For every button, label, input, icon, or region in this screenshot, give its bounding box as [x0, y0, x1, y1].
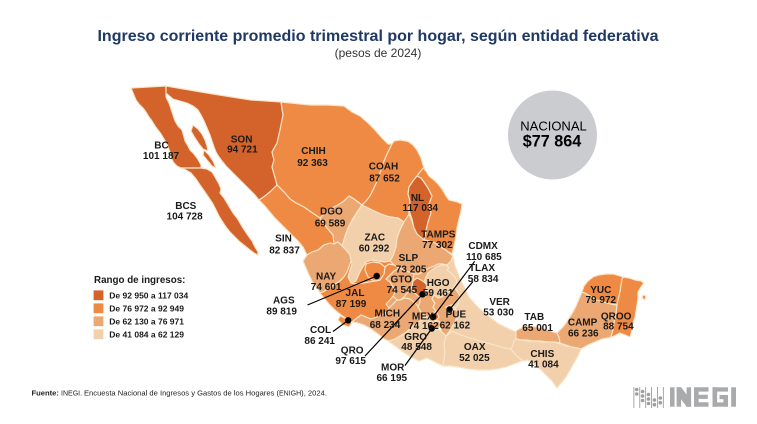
svg-text:QROO: QROO: [601, 312, 632, 323]
svg-text:$77 864: $77 864: [523, 133, 582, 151]
svg-text:74 545: 74 545: [387, 285, 418, 296]
svg-text:AGS: AGS: [273, 296, 295, 307]
svg-text:TAMPS: TAMPS: [421, 230, 456, 241]
svg-text:NAY: NAY: [316, 272, 337, 283]
svg-text:52 025: 52 025: [459, 353, 490, 364]
svg-text:QRO: QRO: [341, 346, 364, 357]
svg-text:101 187: 101 187: [143, 151, 180, 162]
svg-text:94 721: 94 721: [227, 145, 258, 156]
svg-text:OAX: OAX: [464, 342, 486, 353]
svg-text:73 205: 73 205: [396, 264, 427, 275]
svg-text:104 728: 104 728: [167, 211, 204, 222]
svg-text:59 461: 59 461: [423, 288, 454, 299]
svg-text:117 034: 117 034: [402, 203, 438, 214]
svg-text:74 601: 74 601: [311, 282, 342, 293]
svg-text:66 195: 66 195: [377, 373, 408, 384]
svg-text:74 162: 74 162: [408, 321, 439, 332]
svg-text:97 615: 97 615: [335, 356, 366, 367]
svg-text:Ingreso corriente promedio tri: Ingreso corriente promedio trimestral po…: [97, 28, 658, 45]
svg-text:TLAX: TLAX: [469, 263, 495, 274]
svg-text:88 754: 88 754: [603, 322, 634, 333]
svg-text:GTO: GTO: [391, 275, 413, 286]
svg-text:COL: COL: [310, 325, 331, 336]
svg-text:CHIS: CHIS: [530, 349, 554, 360]
svg-text:SIN: SIN: [275, 234, 292, 245]
svg-text:69 589: 69 589: [315, 218, 346, 229]
svg-text:JAL: JAL: [346, 288, 365, 299]
svg-text:GRO: GRO: [404, 332, 427, 343]
svg-text:NACIONAL: NACIONAL: [520, 119, 586, 134]
svg-text:60 292: 60 292: [359, 244, 390, 255]
svg-text:82 837: 82 837: [269, 246, 300, 257]
svg-text:86 241: 86 241: [304, 336, 335, 347]
svg-text:VER: VER: [489, 297, 510, 308]
svg-text:TAB: TAB: [524, 312, 544, 323]
svg-text:48 548: 48 548: [401, 342, 432, 353]
svg-text:79 972: 79 972: [586, 295, 617, 306]
svg-text:Fuente: INEGI. Encuesta Nacion: Fuente: INEGI. Encuesta Nacional de Ingr…: [32, 389, 327, 398]
svg-text:MICH: MICH: [375, 309, 401, 320]
svg-text:110 685: 110 685: [466, 252, 502, 263]
svg-text:Rango de ingresos:: Rango de ingresos:: [94, 275, 185, 286]
svg-text:De 62 130 a 76 971: De 62 130 a 76 971: [109, 316, 184, 326]
svg-text:COAH: COAH: [369, 162, 398, 173]
svg-text:ZAC: ZAC: [365, 233, 386, 244]
svg-text:66 236: 66 236: [568, 329, 599, 340]
svg-text:DGO: DGO: [320, 207, 343, 218]
svg-text:CHIH: CHIH: [301, 146, 325, 157]
svg-text:68 234: 68 234: [370, 320, 401, 331]
svg-text:87 652: 87 652: [369, 174, 400, 185]
svg-text:HGO: HGO: [427, 278, 450, 289]
svg-text:BC: BC: [154, 141, 168, 152]
svg-text:(pesos de 2024): (pesos de 2024): [335, 46, 422, 60]
svg-text:SLP: SLP: [399, 253, 419, 264]
svg-text:NL: NL: [411, 193, 424, 204]
svg-text:De 76 972 a 92 949: De 76 972 a 92 949: [109, 303, 184, 313]
svg-text:YUC: YUC: [590, 285, 611, 296]
svg-text:77 302: 77 302: [422, 240, 453, 251]
svg-text:MEX: MEX: [412, 311, 434, 322]
svg-text:De 41 084 a 62 129: De 41 084 a 62 129: [109, 329, 184, 339]
svg-text:BCS: BCS: [175, 201, 196, 212]
svg-text:53 030: 53 030: [483, 308, 514, 319]
svg-text:87 199: 87 199: [336, 299, 367, 310]
svg-text:65 001: 65 001: [522, 323, 553, 334]
svg-text:MOR: MOR: [381, 363, 405, 374]
svg-text:62 162: 62 162: [440, 321, 471, 332]
svg-text:92 363: 92 363: [297, 158, 328, 169]
svg-text:PUE: PUE: [446, 310, 467, 321]
svg-text:SON: SON: [231, 134, 253, 145]
svg-text:CAMP: CAMP: [568, 318, 598, 329]
svg-text:89 819: 89 819: [266, 306, 297, 317]
svg-text:58 834: 58 834: [468, 274, 499, 285]
svg-text:De 92 950 a 117 034: De 92 950 a 117 034: [109, 290, 188, 300]
svg-text:CDMX: CDMX: [468, 241, 498, 252]
svg-text:41 084: 41 084: [528, 359, 559, 370]
